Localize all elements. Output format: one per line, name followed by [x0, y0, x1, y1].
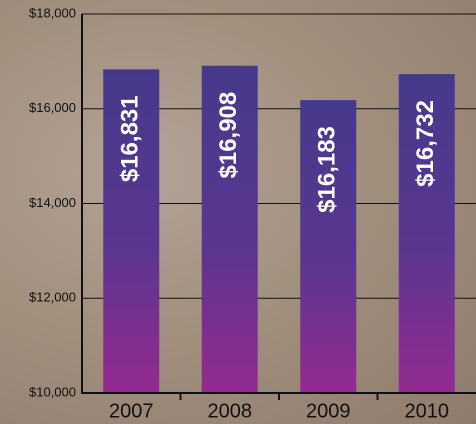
y-tick-label: $18,000 [29, 5, 76, 20]
x-tick-label: 2009 [306, 400, 351, 422]
value-label: $16,908 [215, 92, 242, 179]
y-tick-label: $10,000 [29, 384, 76, 399]
x-tick-label: 2007 [109, 400, 154, 422]
page: $10,000 $12,000 $14,000 $16,000 $18,000 $16,8… [0, 0, 476, 424]
y-tick-label: $14,000 [29, 195, 76, 210]
x-tick-label: 2008 [208, 400, 253, 422]
chart: $10,000 $12,000 $14,000 $16,000 $18,000 $16,8… [0, 0, 476, 424]
value-label: $16,732 [412, 100, 439, 187]
value-label: $16,831 [117, 95, 144, 182]
y-tick-label: $16,000 [29, 100, 76, 115]
x-tick-label: 2010 [405, 400, 450, 422]
value-label: $16,183 [314, 126, 341, 213]
y-tick-label: $12,000 [29, 290, 76, 305]
